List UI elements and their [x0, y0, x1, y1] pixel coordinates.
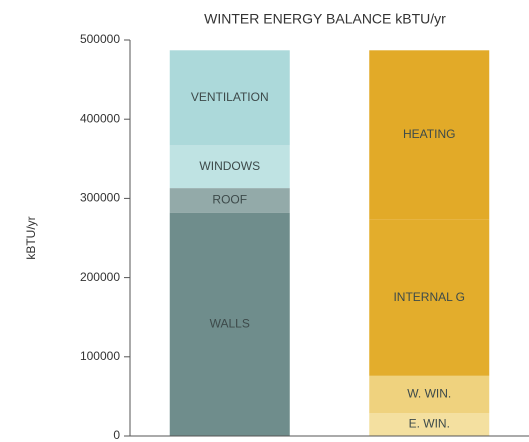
- segment-label: INTERNAL G: [393, 290, 465, 304]
- y-axis-label: kBTU/yr: [24, 216, 38, 259]
- segment-label: VENTILATION: [191, 90, 269, 104]
- segment-label: E. WIN.: [409, 417, 450, 431]
- bar-segment: [369, 219, 490, 376]
- bar-segment: [169, 188, 290, 213]
- segment-label: ROOF: [212, 193, 247, 207]
- y-tick-label: 0: [113, 428, 120, 442]
- segment-label: HEATING: [403, 127, 455, 141]
- y-tick-label: 300000: [80, 191, 120, 205]
- y-tick-label: 400000: [80, 111, 120, 125]
- y-tick-label: 100000: [80, 349, 120, 363]
- bar-segment: [169, 145, 290, 189]
- chart-title: WINTER ENERGY BALANCE kBTU/yr: [204, 11, 446, 27]
- segment-label: W. WIN.: [407, 387, 451, 401]
- bar-segment: [369, 413, 490, 436]
- segment-label: WALLS: [210, 316, 250, 330]
- bar-segment: [369, 50, 490, 220]
- bar-segment: [369, 375, 490, 414]
- y-tick-label: 200000: [80, 270, 120, 284]
- bar-segment: [169, 212, 290, 436]
- bar-segment: [169, 50, 290, 146]
- segment-label: WINDOWS: [199, 159, 260, 173]
- y-tick-label: 500000: [80, 32, 120, 46]
